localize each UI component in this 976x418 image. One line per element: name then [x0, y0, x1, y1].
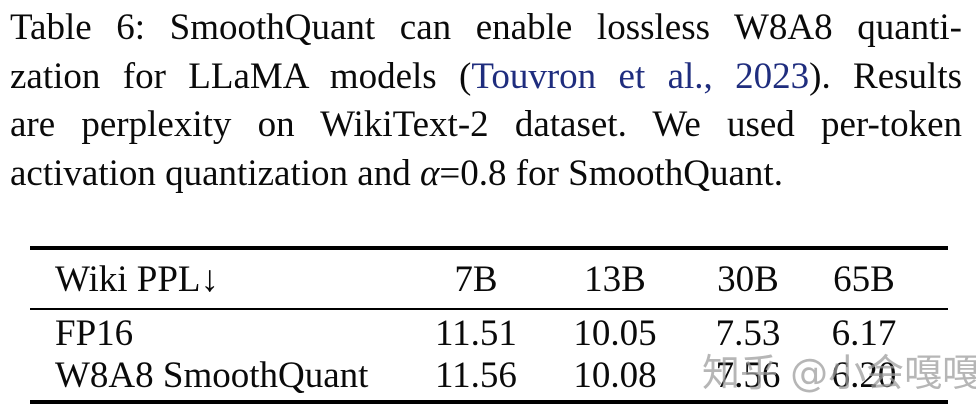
alpha-symbol: α: [419, 152, 440, 194]
row-label: W8A8 SmoothQuant: [55, 354, 369, 396]
table-header-cell-65b: 65B: [833, 258, 895, 300]
table-caption: Table 6: SmoothQuant can enable lossless…: [10, 4, 962, 198]
table-header-cell-30b: 30B: [717, 258, 779, 300]
caption-text: zation for LLaMA models (: [10, 55, 472, 97]
table-cell: 7.56: [715, 354, 781, 396]
results-table: Wiki PPL↓ 7B 13B 30B 65B FP16 11.51 10.0…: [30, 246, 948, 404]
caption-text: ). Results: [809, 55, 963, 97]
table-cell: 6.20: [831, 354, 897, 396]
table-header-cell-13b: 13B: [584, 258, 646, 300]
table-header-cell-7b: 7B: [454, 258, 498, 300]
row-label: FP16: [55, 312, 134, 354]
caption-text: activation quantization and: [10, 152, 420, 194]
caption-text: =0.8 for SmoothQuant.: [439, 152, 783, 194]
table-cell: 6.17: [831, 312, 897, 354]
table-cell: 7.53: [715, 312, 781, 354]
table-cell: 10.08: [573, 354, 657, 396]
table-cell: 11.51: [435, 312, 517, 354]
caption-line-1: Table 6: SmoothQuant can enable lossless…: [10, 4, 962, 53]
table-header-metric: Wiki PPL↓: [55, 258, 220, 300]
caption-text: Table 6: SmoothQuant can enable lossless…: [10, 7, 962, 48]
table-cell: 10.05: [573, 312, 657, 354]
table-row-fp16: FP16 11.51 10.05 7.53 6.17: [30, 312, 948, 354]
caption-line-2: zation for LLaMA models (Touvron et al.,…: [10, 53, 962, 102]
caption-line-4: activation quantization and α=0.8 for Sm…: [10, 150, 962, 199]
table-header-row: Wiki PPL↓ 7B 13B 30B 65B: [30, 250, 948, 310]
caption-line-3: are perplexity on WikiText-2 dataset. We…: [10, 101, 962, 150]
caption-text: are perplexity on WikiText-2 dataset. We…: [10, 104, 962, 145]
citation-link[interactable]: Touvron et al., 2023: [471, 55, 810, 97]
table-cell: 11.56: [435, 354, 517, 396]
table-row-w8a8-smoothquant: W8A8 SmoothQuant 11.56 10.08 7.56 6.20: [30, 354, 948, 396]
